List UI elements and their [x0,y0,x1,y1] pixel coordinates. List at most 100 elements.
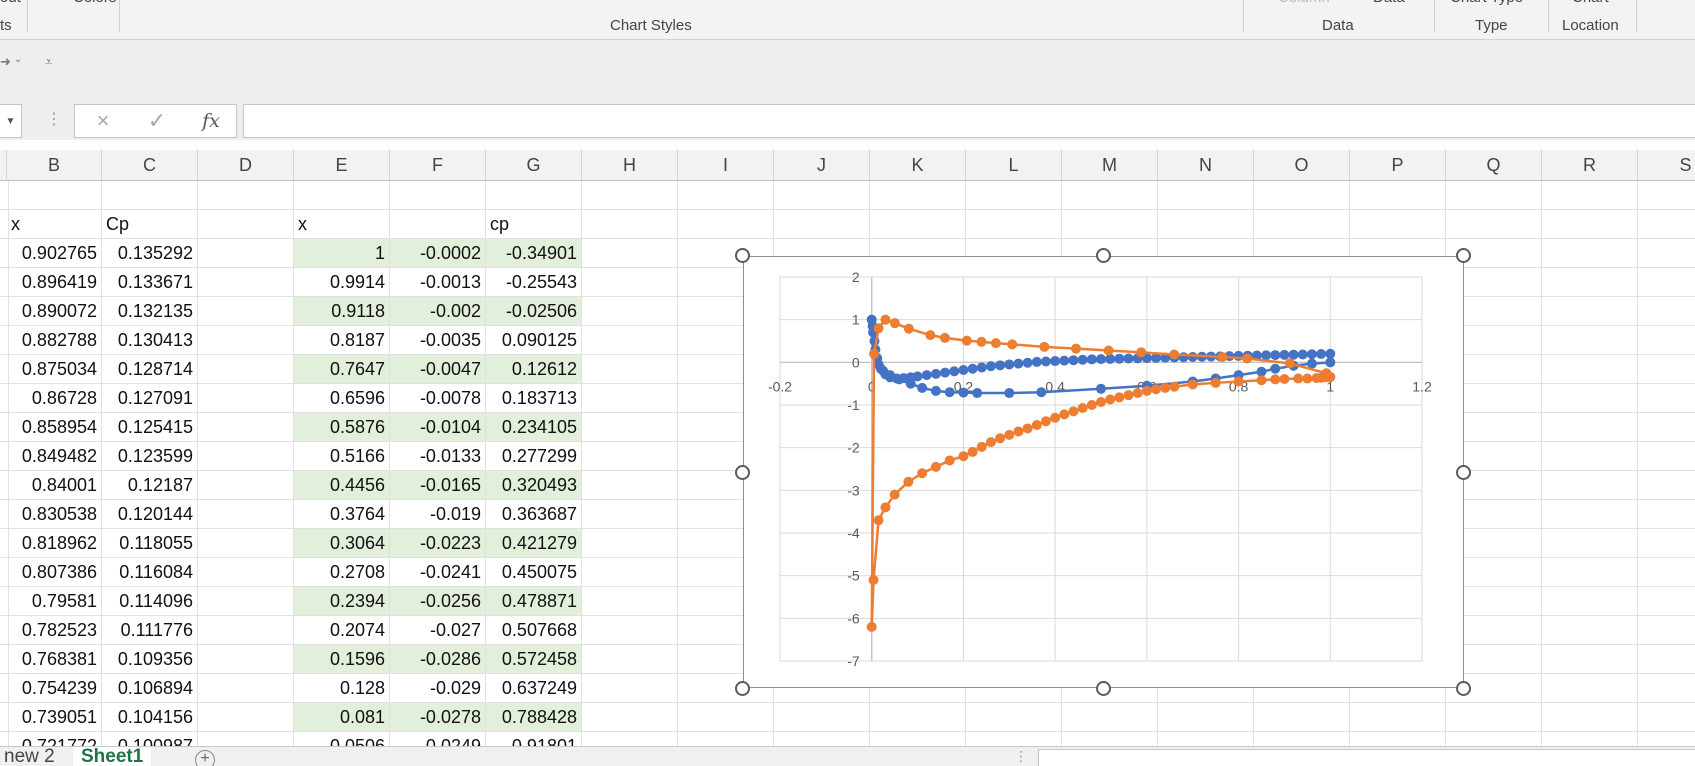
cell-i[interactable] [678,181,774,210]
cell-d[interactable] [198,268,294,297]
data-cell-b[interactable]: 0.86728 [7,384,102,413]
cell-d[interactable] [198,355,294,384]
data-cell-g[interactable]: -0.02506 [486,297,582,326]
cell-h[interactable] [582,732,678,746]
cell-d[interactable] [198,616,294,645]
redo-dropdown-icon[interactable]: ⌄ [14,54,23,65]
data-cell-e[interactable]: 0.2074 [294,616,390,645]
data-cell-c[interactable]: 0.109356 [102,645,198,674]
cell-p[interactable] [1350,703,1446,732]
resize-handle-bottom-right[interactable] [1456,681,1471,696]
cell-s[interactable] [1638,384,1695,413]
cell-a[interactable] [0,239,9,268]
cell-s[interactable] [1638,326,1695,355]
cell-n[interactable] [1158,674,1254,703]
data-cell-c[interactable]: 0.130413 [102,326,198,355]
cell-d[interactable] [198,239,294,268]
column-header-c[interactable]: C [102,150,198,181]
cell-s[interactable] [1638,471,1695,500]
cell-i[interactable] [678,703,774,732]
data-cell-g[interactable]: 0.91801 [486,732,582,746]
cell-a[interactable] [0,326,9,355]
data-cell-b[interactable]: 0.782523 [7,616,102,645]
data-cell-e[interactable]: 0.5166 [294,442,390,471]
header-cell-f[interactable] [390,210,486,239]
cell-o[interactable] [1254,703,1350,732]
data-cell-b[interactable]: 0.79581 [7,587,102,616]
cell-a[interactable] [0,442,9,471]
data-cell-e[interactable]: 0.128 [294,674,390,703]
resize-handle-bottom-left[interactable] [735,681,750,696]
cell-r[interactable] [1542,616,1638,645]
data-cell-f[interactable]: -0.0256 [390,587,486,616]
cell-s[interactable] [1638,442,1695,471]
data-cell-b[interactable]: 0.807386 [7,558,102,587]
data-cell-g[interactable]: 0.363687 [486,500,582,529]
cell-r[interactable] [1542,239,1638,268]
cell-d[interactable] [198,297,294,326]
data-cell-e[interactable]: 0.8187 [294,326,390,355]
cell-h[interactable] [582,442,678,471]
cell-m[interactable] [1062,674,1158,703]
cell-r[interactable] [1542,471,1638,500]
data-cell-b[interactable]: 0.858954 [7,413,102,442]
data-cell-c[interactable]: 0.127091 [102,384,198,413]
cell-q[interactable] [1446,703,1542,732]
cell-s[interactable] [1638,268,1695,297]
cell-q[interactable] [1446,732,1542,746]
data-cell-c[interactable]: 0.118055 [102,529,198,558]
cell-r[interactable] [1542,268,1638,297]
cell-o[interactable] [1254,732,1350,746]
cell-a[interactable] [0,268,9,297]
cell-q[interactable] [1446,413,1542,442]
data-cell-b[interactable]: 0.768381 [7,645,102,674]
data-cell-e[interactable]: 0.2708 [294,558,390,587]
data-cell-f[interactable]: -0.002 [390,297,486,326]
customize-toolbar-icon[interactable]: ⩡ [45,54,53,69]
data-cell-f[interactable]: -0.0133 [390,442,486,471]
cell-r[interactable] [1542,645,1638,674]
cell-a[interactable] [0,703,9,732]
cell-q[interactable] [1446,384,1542,413]
data-cell-g[interactable]: -0.34901 [486,239,582,268]
column-header-h[interactable]: H [582,150,678,181]
cell-q[interactable] [1446,529,1542,558]
data-cell-g[interactable]: 0.637249 [486,674,582,703]
header-cell-g[interactable]: cp [486,210,582,239]
cell-h[interactable] [582,587,678,616]
cell-b[interactable] [7,181,102,210]
cell-q[interactable] [1446,471,1542,500]
enter-icon[interactable]: ✓ [147,108,167,133]
resize-handle-top-right[interactable] [1456,248,1471,263]
cell-c[interactable] [102,181,198,210]
cell-n[interactable] [1158,210,1254,239]
data-cell-e[interactable]: 0.1596 [294,645,390,674]
data-cell-c[interactable]: 0.132135 [102,297,198,326]
cell-d[interactable] [198,210,294,239]
data-cell-b[interactable]: 0.849482 [7,442,102,471]
cell-e[interactable] [294,181,390,210]
data-cell-f[interactable]: -0.0249 [390,732,486,746]
cell-a[interactable] [0,384,9,413]
cell-d[interactable] [198,471,294,500]
cell-s[interactable] [1638,355,1695,384]
data-cell-g[interactable]: -0.25543 [486,268,582,297]
cell-p[interactable] [1350,210,1446,239]
cancel-icon[interactable]: × [96,108,110,133]
column-header-r[interactable]: R [1542,150,1638,181]
cell-i[interactable] [678,674,774,703]
column-header-k[interactable]: K [870,150,966,181]
chart-plot[interactable]: 210-1-2-3-4-5-6-7-0.200.20.40.60.811.2 [744,257,1465,689]
cell-o[interactable] [1254,210,1350,239]
cell-l[interactable] [966,210,1062,239]
cell-k[interactable] [870,674,966,703]
header-cell-e[interactable]: x [294,210,390,239]
data-cell-f[interactable]: -0.0223 [390,529,486,558]
cell-n[interactable] [1158,732,1254,746]
ribbon-button-switch-column[interactable]: Column [1278,0,1330,6]
cell-d[interactable] [198,558,294,587]
column-header-g[interactable]: G [486,150,582,181]
cell-s[interactable] [1638,645,1695,674]
resize-handle-bottom[interactable] [1096,681,1111,696]
cell-f[interactable] [390,181,486,210]
